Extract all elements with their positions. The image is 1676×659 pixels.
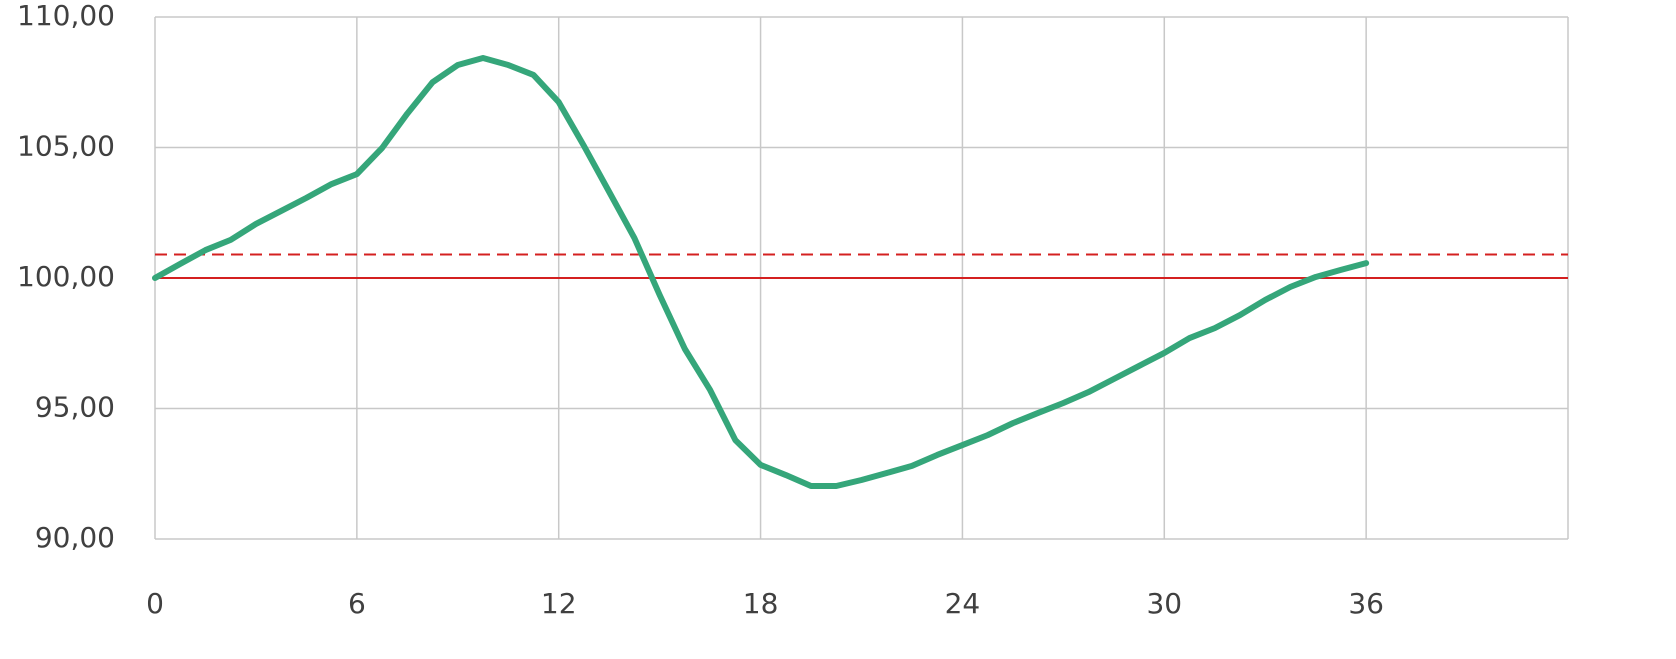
x-tick-label: 12 xyxy=(541,587,577,620)
data-line xyxy=(152,54,1370,490)
x-tick-label: 0 xyxy=(146,587,164,620)
y-tick-label: 90,00 xyxy=(35,521,115,554)
x-tick-label: 36 xyxy=(1348,587,1384,620)
y-tick-label: 95,00 xyxy=(35,391,115,424)
x-tick-label: 30 xyxy=(1146,587,1182,620)
y-tick-label: 110,00 xyxy=(17,0,115,32)
y-tick-label: 105,00 xyxy=(17,130,115,163)
y-tick-label: 100,00 xyxy=(17,260,115,293)
x-tick-label: 24 xyxy=(945,587,981,620)
x-tick-label: 6 xyxy=(348,587,366,620)
x-tick-label: 18 xyxy=(743,587,779,620)
